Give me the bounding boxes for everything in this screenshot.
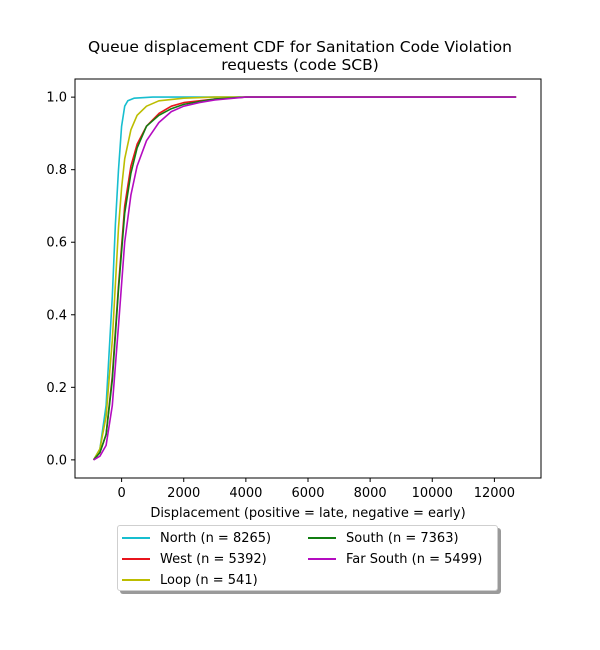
y-tick-label: 0.4 xyxy=(46,308,67,323)
y-tick-label: 0.2 xyxy=(46,381,67,396)
series-line-north xyxy=(92,96,517,461)
x-tick-label: 2000 xyxy=(167,486,200,501)
legend-item-south: South (n = 7363) xyxy=(308,528,459,548)
x-tick-label: 8000 xyxy=(354,486,387,501)
plot-frame xyxy=(74,78,542,479)
legend-label-south: South (n = 7363) xyxy=(346,530,459,546)
x-tick-label: 0 xyxy=(117,486,125,501)
series-line-far-south xyxy=(93,96,517,461)
x-tick-label: 4000 xyxy=(229,486,262,501)
series-line-loop xyxy=(92,96,517,461)
legend-swatch-far-south xyxy=(308,558,336,560)
legend-swatch-west xyxy=(122,558,150,560)
chart-title-line-1: Queue displacement CDF for Sanitation Co… xyxy=(88,38,512,56)
legend-label-north: North (n = 8265) xyxy=(160,530,272,546)
y-tick-label: 0.8 xyxy=(46,163,67,178)
legend-swatch-north xyxy=(122,537,150,539)
series-line-south xyxy=(92,96,517,461)
legend-label-loop: Loop (n = 541) xyxy=(160,572,258,588)
legend-swatch-south xyxy=(308,537,336,539)
y-tick-label: 1.0 xyxy=(46,91,67,106)
legend-item-far-south: Far South (n = 5499) xyxy=(308,549,482,569)
legend: North (n = 8265) West (n = 5392) Loop (n… xyxy=(117,525,498,591)
legend-item-west: West (n = 5392) xyxy=(122,549,267,569)
x-tick-label: 10000 xyxy=(412,486,453,501)
legend-label-far-south: Far South (n = 5499) xyxy=(346,551,483,567)
legend-swatch-loop xyxy=(122,579,150,581)
legend-item-north: North (n = 8265) xyxy=(122,528,271,548)
legend-label-west: West (n = 5392) xyxy=(160,551,267,567)
legend-item-loop: Loop (n = 541) xyxy=(122,570,258,590)
chart-title-line-2: requests (code SCB) xyxy=(221,56,379,74)
series-line-west xyxy=(92,96,517,461)
y-tick-label: 0.6 xyxy=(46,236,67,251)
y-tick-label: 0.0 xyxy=(46,453,67,468)
x-tick-label: 12000 xyxy=(474,486,515,501)
x-axis-label: Displacement (positive = late, negative … xyxy=(150,506,466,521)
x-tick-label: 6000 xyxy=(291,486,324,501)
